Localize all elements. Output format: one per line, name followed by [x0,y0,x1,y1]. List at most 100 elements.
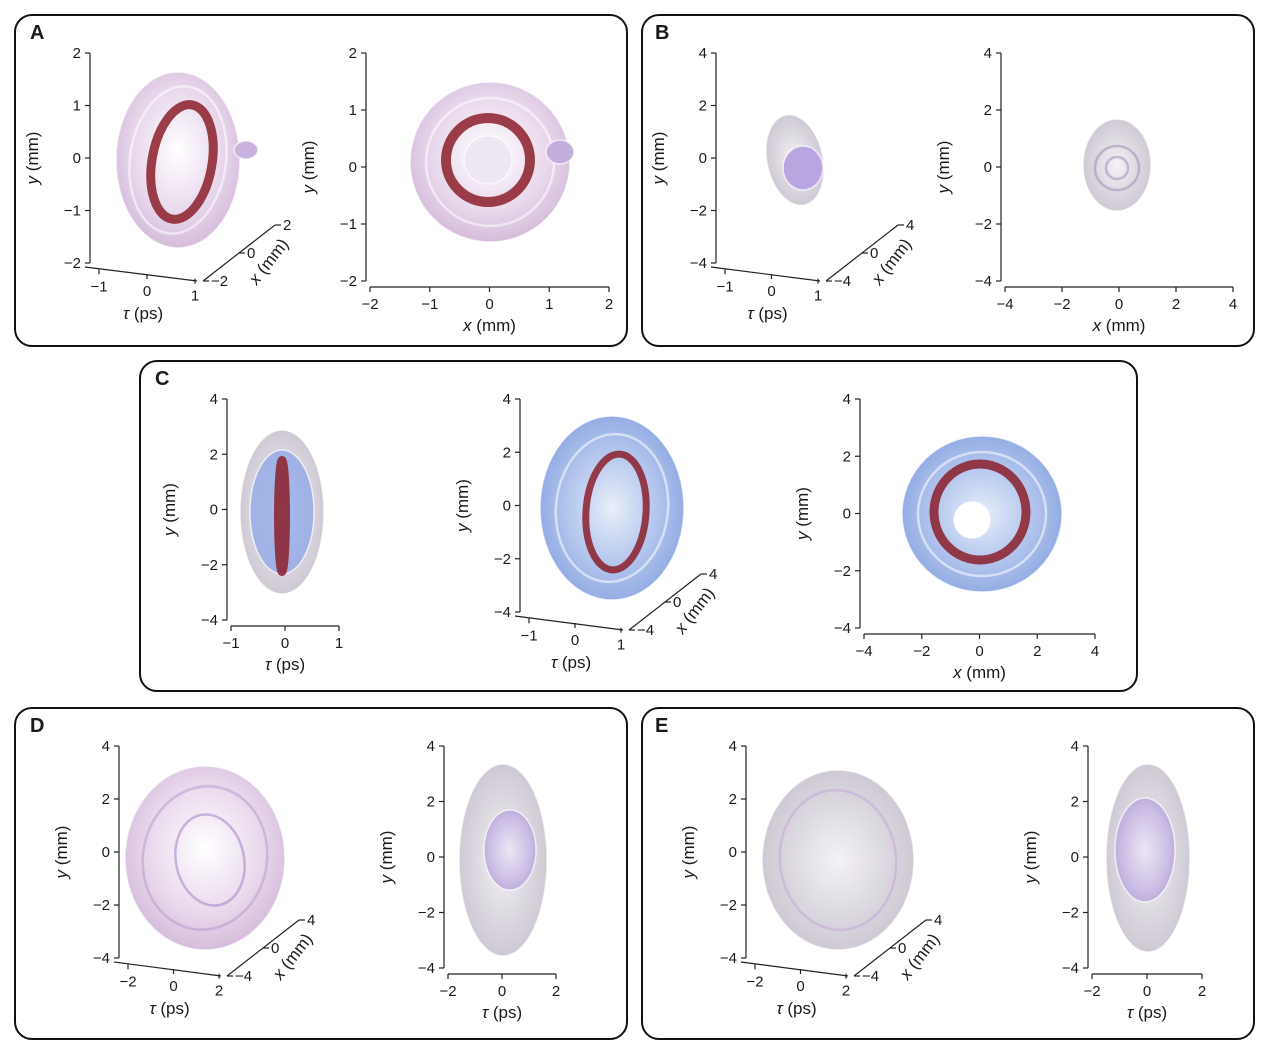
panel-label-c: C [155,368,170,390]
volume-d2-core [483,809,537,891]
panel-b-plot2-y-tick-label: 4 [984,45,992,62]
panel-c-plot2-y-tick-label: 2 [503,444,511,461]
panel-b-plot1-y-tick-label: 4 [699,45,707,62]
panel-c-plot3-x-tick-label: −2 [913,643,930,660]
panel-b-plot1-tau-axis-line [710,266,821,282]
panel-d-plot2-tau-tick-label: 0 [498,983,506,1000]
panel-d-plot2-tau-tick-label: −2 [439,983,456,1000]
panel-e-plot1-y-tick-label: −2 [720,897,737,914]
volume-e2-core [1114,797,1176,903]
panel-c-plot2-y-axis-label: y (mm) [453,479,472,533]
panel-d-plot1-tau-axis-line [113,961,222,977]
panel-e-plot1-x-tick-label: 0 [898,940,906,957]
panel-a-plot2-y-tick-label: 1 [349,102,357,119]
panel-e-plot1-y-tick-label: 4 [729,738,737,755]
panel-e-plot1-tau-axis-label: τ (ps) [776,999,816,1018]
panel-d-plot2-y-axis-label: y (mm) [377,831,396,885]
panel-label-a: A [30,22,45,44]
volume-a2-ring [441,113,535,207]
panel-d-plot1-tau-tick-label: 0 [169,978,177,995]
panel-c-plot1-y-tick-label: −4 [201,612,218,629]
panel-d-plot1-x-tick-label: −4 [235,968,252,985]
panel-b-plot1-y-axis-label: y (mm) [649,132,668,186]
panel-a-plot1-y-tick-label: −1 [64,203,81,220]
panel-b-plot1-tau-tick-label: 0 [767,283,775,300]
panel-c-plot2-tau-axis-line [514,615,624,631]
volume-c2-texture [554,432,670,584]
panel-a-plot2-y-tick-label: 2 [349,45,357,62]
panel-b-plot1-y-tick-label: 0 [699,150,707,167]
panel-label-e: E [655,715,669,737]
panel-c-plot3-y-tick-label: 4 [843,391,851,408]
panel-b-plot2-x-axis-label: x (mm) [1092,316,1146,335]
panel-e-plot1-y-tick-label: −4 [720,950,737,967]
panel-a-plot2-x-tick-label: 2 [605,296,613,313]
panel-b-plot1-tau-axis-label: τ (ps) [747,304,787,323]
panel-c-plot3-x-tick-label: −4 [855,643,872,660]
panel-a-plot2-x-axis-label: x (mm) [462,316,516,335]
panel-b [641,14,1255,347]
volume-c3-texture [916,450,1048,578]
panel-a-plot1-tau-axis-label: τ (ps) [123,304,163,323]
volume-c3-core [953,501,991,539]
panel-a-plot1-y-tick-label: 1 [73,98,81,115]
panel-d-plot2-y-tick-label: −2 [418,905,435,922]
panel-d-plot1-x-tick-label: 4 [307,912,315,929]
panel-e-plot1-y-tick-label: 0 [729,844,737,861]
panel-a-plot2-y-tick-label: −2 [340,273,357,290]
panel-c-plot2-tau-tick-label: 1 [617,637,625,654]
panel-c-plot2-x-tick-label: −4 [637,622,654,639]
panel-a-plot1-tau-tick-label: 0 [143,283,151,300]
panel-e-plot2-tau-tick-label: 2 [1198,983,1206,1000]
volume-b2-shell [1082,118,1152,212]
panel-a-plot1-y-tick-label: 0 [73,150,81,167]
panel-d-plot2-tau-tick-label: 2 [552,983,560,1000]
volume-e1-shell [761,769,915,951]
panel-b-plot2-y-tick-label: 2 [984,102,992,119]
panel-b-plot1-y-tick-label: 2 [699,98,707,115]
volume-c2-ring [582,450,650,574]
panel-d-plot2-y-tick-label: 0 [427,849,435,866]
panel-c-plot1-y-tick-label: 4 [210,391,218,408]
panel-e-plot1-y-axis-label: y (mm) [679,826,698,880]
panel-c-plot1-tau-tick-label: 0 [281,635,289,652]
panel-c-plot3-y-tick-label: 0 [843,506,851,523]
panel-e-plot1-x-tick-label: −4 [862,968,879,985]
panel-a-plot1-tau-axis-line [84,266,198,282]
panel-a-plot2-x-tick-label: −2 [361,296,378,313]
panel-d-plot1-y-tick-label: 2 [102,791,110,808]
panel-c-plot1-y-tick-label: −2 [201,557,218,574]
volume-a1-lobe [233,140,259,160]
panel-c-plot3-x-axis-label: x (mm) [952,663,1006,682]
panel-d-plot2-tau-axis-label: τ (ps) [482,1003,522,1022]
panel-e-plot2-y-tick-label: −4 [1062,960,1079,977]
panel-d-plot2-y-tick-label: 4 [427,738,435,755]
panel-e-plot2-y-tick-label: 4 [1071,738,1079,755]
volume-a2-core [463,135,513,185]
panel-e-plot1-tau-tick-label: 2 [842,983,850,1000]
panel-c-plot2-y-tick-label: −4 [494,604,511,621]
panel-a-plot1-y-axis-label: y (mm) [23,132,42,186]
panel-c-plot3-y-tick-label: −4 [834,620,851,637]
panel-a-plot2-y-tick-label: −1 [340,216,357,233]
panel-a-plot1-x-tick-label: 0 [247,245,255,262]
volume-c3-ring [929,459,1031,565]
volume-c2-shell [539,415,685,601]
volume-d1-shell [124,765,286,951]
panel-e-plot2-y-axis-label: y (mm) [1021,831,1040,885]
panel-c-plot3-y-axis-label: y (mm) [793,487,812,541]
panel-a-plot1-tau-tick-label: −1 [90,278,107,295]
panel-c-plot2-y-tick-label: 4 [503,391,511,408]
panel-b-plot1-tau-tick-label: −1 [716,278,733,295]
panel-c-plot3-x-tick-label: 0 [975,643,983,660]
panel-b-plot1-y-tick-label: −2 [690,203,707,220]
panel-e-plot2-tau-tick-label: −2 [1083,983,1100,1000]
panel-e-plot2-y-tick-label: 0 [1071,849,1079,866]
panel-a-plot2-y-axis-label: y (mm) [299,141,318,195]
panel-e-plot1-tau-tick-label: −2 [746,973,763,990]
panel-b-plot2-y-tick-label: −2 [975,216,992,233]
panel-d-plot1-y-tick-label: 4 [102,738,110,755]
volume-a2-lobe [545,139,575,165]
panel-b-plot1-x-tick-label: 0 [870,245,878,262]
panel-c-plot2-tau-tick-label: 0 [571,632,579,649]
